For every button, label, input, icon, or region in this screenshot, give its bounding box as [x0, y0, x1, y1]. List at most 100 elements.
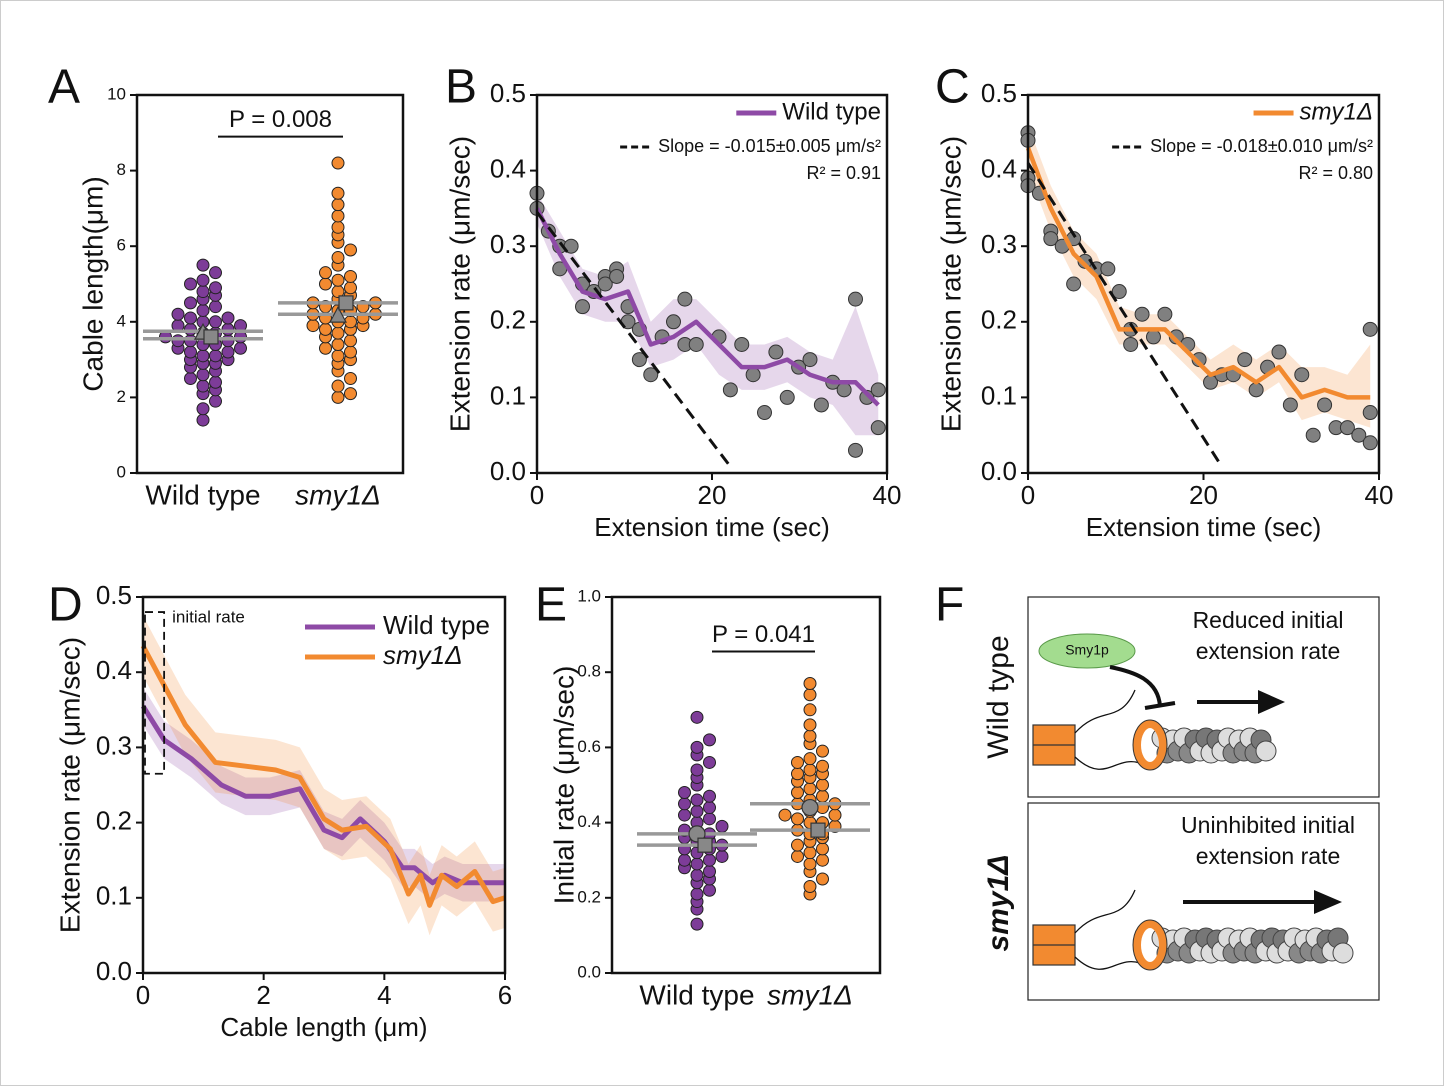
data-point [171, 307, 185, 321]
axes-frame [141, 595, 507, 975]
data-point [196, 303, 210, 317]
data-point [319, 266, 332, 280]
actin-subunit [1332, 942, 1354, 964]
data-point [184, 277, 197, 291]
data-point [184, 311, 197, 325]
data-point [331, 390, 345, 404]
data-point [828, 808, 842, 822]
y-tick-label: 0.5 [490, 78, 526, 108]
data-point [344, 269, 357, 283]
data-point [688, 336, 704, 352]
data-point [816, 842, 829, 856]
data-point [690, 868, 704, 882]
protein-shape [1038, 633, 1136, 669]
data-point [803, 688, 817, 702]
data-point [331, 379, 345, 393]
y-tick-label: 0.0 [490, 456, 526, 486]
data-point [319, 277, 332, 291]
data-point [209, 375, 222, 389]
x-axis-label: Extension time (sec) [594, 512, 830, 542]
data-point [1271, 344, 1287, 360]
data-point [859, 389, 875, 405]
data-point [803, 703, 817, 717]
y-axis-label: Extension rate (μm/sec) [444, 136, 475, 432]
data-point [221, 311, 235, 325]
data-point [209, 315, 222, 329]
panel-label: D [48, 579, 83, 632]
protein-label: Smy1p [1065, 642, 1109, 658]
y-tick-label: 0.1 [490, 380, 526, 410]
tether [1074, 889, 1141, 970]
y-tick-label: 0.5 [96, 580, 132, 610]
data-point [331, 220, 345, 234]
row-label: smy1Δ [982, 855, 1015, 952]
data-point [848, 442, 863, 458]
inhibition-line [1109, 665, 1162, 707]
legend-label: smy1Δ [383, 640, 463, 670]
data-point [1157, 306, 1173, 322]
data-point [209, 281, 222, 295]
data-point [184, 334, 197, 348]
data-point [816, 778, 829, 792]
data-point [609, 268, 625, 284]
data-point [184, 322, 197, 336]
data-point [703, 864, 716, 878]
tether [1074, 689, 1141, 770]
y-tick-label: 0.4 [490, 153, 526, 183]
data-point [184, 372, 197, 385]
data-point [803, 718, 817, 732]
data-point [331, 273, 345, 287]
diagram-box [1027, 596, 1380, 798]
x-tick-label: smy1Δ [767, 979, 853, 1010]
data-point [1362, 435, 1378, 451]
y-tick-label: 0 [117, 462, 126, 481]
data-point [690, 763, 704, 777]
annotation-box [144, 611, 166, 775]
diagram-box [1027, 802, 1380, 1001]
legend-label: smy1Δ [1300, 98, 1373, 125]
y-tick-label: 0.4 [577, 812, 601, 831]
x-tick-label: 20 [698, 480, 727, 510]
data-point [209, 349, 222, 363]
data-point [813, 397, 829, 413]
confidence-band [143, 687, 505, 902]
data-point [836, 382, 852, 398]
data-point [1339, 420, 1355, 436]
data-point [344, 334, 357, 348]
summary-marker [697, 837, 713, 853]
y-tick-label: 0.4 [96, 655, 132, 685]
data-point [1191, 352, 1207, 368]
data-point [331, 198, 345, 212]
data-point [1111, 284, 1127, 300]
data-line [140, 644, 506, 908]
data-point [1362, 405, 1378, 421]
significance-label: P = 0.008 [229, 106, 332, 133]
data-point [722, 382, 738, 398]
annotation: Slope = -0.018±0.010 μm/s² [1150, 136, 1373, 156]
data-point [816, 853, 829, 867]
data-point [1248, 382, 1264, 398]
y-axis-label: Extension rate (μm/sec) [54, 637, 85, 933]
y-tick-label: 1.0 [577, 586, 601, 605]
formin-ring-edge [1132, 919, 1168, 971]
x-axis-label: Cable length (μm) [220, 1012, 427, 1042]
data-point [344, 387, 357, 401]
data-point [209, 300, 222, 314]
data-point [1237, 352, 1253, 368]
data-point [803, 752, 817, 766]
y-tick-label: 0.2 [981, 305, 1017, 335]
data-point [1145, 329, 1161, 345]
data-point [196, 413, 210, 427]
data-point [690, 887, 704, 901]
data-point [816, 759, 829, 773]
data-line [534, 207, 880, 407]
row-label: Wild type [982, 635, 1015, 758]
formin-ring [1133, 920, 1167, 970]
data-point [319, 322, 332, 336]
data-point [802, 352, 818, 368]
data-point [816, 744, 829, 758]
data-point [678, 853, 691, 867]
data-point [803, 846, 817, 860]
data-point [344, 281, 357, 295]
data-point [1282, 397, 1298, 413]
